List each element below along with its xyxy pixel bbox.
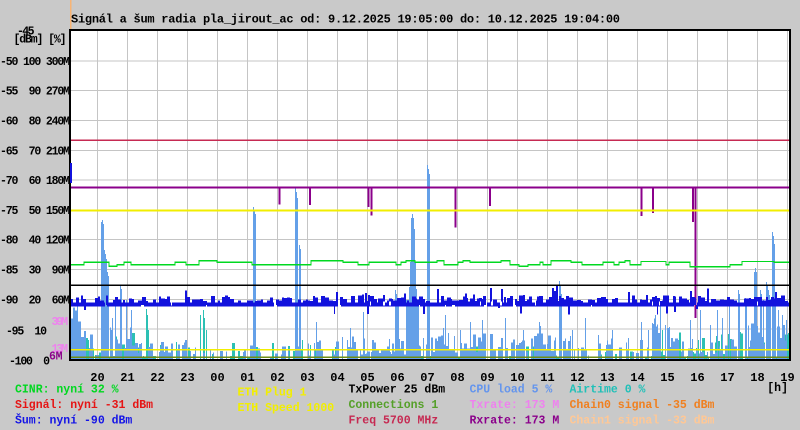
svg-text:Šum: nyní -90 dBm: Šum: nyní -90 dBm bbox=[15, 413, 132, 427]
svg-text:-95 10: -95 10 bbox=[6, 326, 47, 339]
svg-text:-85 30 90M: -85 30 90M bbox=[0, 265, 70, 278]
svg-text:-65 70 210M: -65 70 210M bbox=[0, 145, 70, 158]
svg-text:[dBm] [%]: [dBm] [%] bbox=[14, 34, 67, 47]
svg-text:15: 15 bbox=[660, 371, 674, 385]
svg-text:23: 23 bbox=[180, 371, 194, 385]
svg-text:05: 05 bbox=[360, 371, 374, 385]
svg-text:21: 21 bbox=[120, 371, 134, 385]
svg-text:Chain1 signal -33 dBm: Chain1 signal -33 dBm bbox=[570, 414, 715, 427]
svg-text:Freq 5700 MHz: Freq 5700 MHz bbox=[349, 414, 439, 427]
svg-text:-45: -45 bbox=[17, 26, 35, 39]
svg-text:Connections 1: Connections 1 bbox=[349, 399, 439, 412]
svg-text:ETH Plug 1: ETH Plug 1 bbox=[238, 387, 307, 400]
svg-text:39M: 39M bbox=[52, 316, 69, 329]
svg-text:08: 08 bbox=[450, 371, 464, 385]
svg-text:Airtime 0 %: Airtime 0 % bbox=[570, 383, 646, 396]
svg-text:Rxrate: 173 M: Rxrate: 173 M bbox=[470, 414, 560, 427]
svg-text:11: 11 bbox=[540, 371, 554, 385]
svg-text:CINR: nyní 32 %: CINR: nyní 32 % bbox=[15, 383, 119, 396]
svg-text:06: 06 bbox=[390, 371, 404, 385]
svg-text:-90 20 60M: -90 20 60M bbox=[0, 294, 70, 307]
svg-text:-60 80 240M: -60 80 240M bbox=[0, 115, 70, 128]
svg-text:17: 17 bbox=[720, 371, 734, 385]
svg-text:Signál a šum radia pla_jirout_: Signál a šum radia pla_jirout_ac od: 9.1… bbox=[71, 13, 620, 27]
svg-text:6M: 6M bbox=[49, 351, 63, 364]
svg-text:09: 09 bbox=[480, 371, 494, 385]
svg-text:-75 50 150M: -75 50 150M bbox=[0, 205, 70, 218]
svg-text:TxPower 25 dBm: TxPower 25 dBm bbox=[349, 383, 446, 396]
svg-text:22: 22 bbox=[150, 371, 164, 385]
svg-text:12: 12 bbox=[570, 371, 584, 385]
svg-text:Signál: nyní -31 dBm: Signál: nyní -31 dBm bbox=[15, 399, 153, 412]
svg-text:-55 90 270M: -55 90 270M bbox=[0, 86, 70, 99]
svg-text:-50 100 300M: -50 100 300M bbox=[0, 56, 70, 69]
svg-text:CPU load 5 %: CPU load 5 % bbox=[470, 383, 553, 396]
svg-text:13M: 13M bbox=[52, 343, 69, 356]
svg-text:02: 02 bbox=[270, 371, 284, 385]
svg-text:ETH Speed 1000: ETH Speed 1000 bbox=[238, 402, 335, 415]
svg-text:07: 07 bbox=[420, 371, 434, 385]
svg-text:00: 00 bbox=[210, 371, 224, 385]
svg-text:19: 19 bbox=[780, 371, 794, 385]
svg-text:18: 18 bbox=[750, 371, 764, 385]
svg-text:-100 0: -100 0 bbox=[9, 356, 50, 369]
svg-text:13: 13 bbox=[600, 371, 614, 385]
svg-text:Chain0 signal -35 dBm: Chain0 signal -35 dBm bbox=[570, 399, 715, 412]
svg-text:Txrate: 173 M: Txrate: 173 M bbox=[470, 399, 560, 412]
svg-text:16: 16 bbox=[690, 371, 704, 385]
svg-text:10: 10 bbox=[510, 371, 524, 385]
svg-text:-80 40 120M: -80 40 120M bbox=[0, 235, 70, 248]
svg-text:14: 14 bbox=[630, 371, 644, 385]
svg-text:20: 20 bbox=[90, 371, 104, 385]
svg-text:[h]: [h] bbox=[767, 382, 788, 395]
svg-text:-70 60 180M: -70 60 180M bbox=[0, 175, 70, 188]
svg-text:01: 01 bbox=[240, 371, 254, 385]
svg-text:04: 04 bbox=[330, 371, 344, 385]
svg-text:03: 03 bbox=[300, 371, 314, 385]
